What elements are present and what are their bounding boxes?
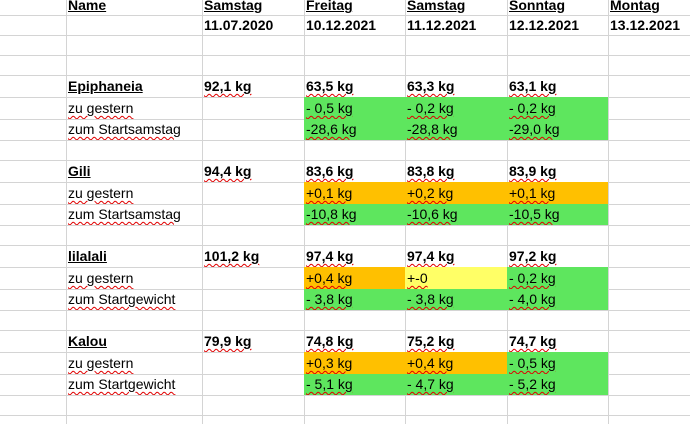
column-gridline [202, 0, 203, 424]
row-gridline [0, 35, 690, 36]
row-gridline [0, 160, 690, 161]
weight-cell[interactable]: 75,2 kg [407, 333, 455, 349]
weight-cell[interactable]: 74,8 kg [306, 333, 354, 349]
header-weekday-cell[interactable]: Sonntag [509, 0, 565, 13]
daily-change-cell[interactable]: - 0,5 kg [507, 352, 608, 374]
row-gridline [0, 415, 690, 416]
total-change-cell[interactable]: -29,0 kg [507, 119, 608, 140]
row-gridline [0, 15, 690, 16]
weight-cell[interactable]: 83,6 kg [306, 163, 354, 179]
column-gridline [66, 0, 67, 424]
daily-change-cell[interactable]: - 0,2 kg [507, 97, 608, 119]
header-weekday-cell[interactable]: Samstag [407, 0, 466, 13]
weight-cell[interactable]: 97,2 kg [509, 248, 557, 264]
weight-cell[interactable]: 63,5 kg [306, 78, 354, 94]
header-weekday-cell[interactable]: Montag [610, 0, 660, 13]
total-change-label[interactable]: zum Startgewicht [68, 376, 176, 392]
row-gridline [0, 75, 690, 76]
daily-change-label[interactable]: zu gestern [68, 185, 134, 201]
total-change-cell[interactable]: - 4,0 kg [507, 289, 608, 310]
weight-cell[interactable]: 63,3 kg [407, 78, 455, 94]
daily-change-label[interactable]: zu gestern [68, 270, 134, 286]
total-change-cell[interactable]: - 4,7 kg [405, 374, 507, 395]
daily-change-cell[interactable]: +0,3 kg [304, 352, 405, 374]
person-name-cell[interactable]: Kalou [68, 333, 107, 349]
total-change-label[interactable]: zum Startsamstag [68, 121, 181, 137]
person-name-cell[interactable]: Epiphaneia [68, 78, 143, 94]
row-gridline [0, 310, 690, 311]
total-change-label[interactable]: zum Startsamstag [68, 206, 181, 222]
daily-change-cell[interactable]: +-0 [405, 267, 507, 289]
column-gridline [608, 0, 609, 424]
header-weekday-cell[interactable]: Samstag [204, 0, 263, 13]
total-change-cell[interactable]: - 5,1 kg [304, 374, 405, 395]
weight-cell[interactable]: 83,8 kg [407, 163, 455, 179]
weight-cell[interactable]: 74,7 kg [509, 333, 557, 349]
header-date-cell[interactable]: 12.12.2021 [509, 17, 580, 33]
row-gridline [0, 140, 690, 141]
daily-change-cell[interactable]: +0,1 kg [304, 182, 405, 204]
weight-cell[interactable]: 94,4 kg [204, 163, 252, 179]
header-name-cell[interactable]: Name [68, 0, 107, 13]
total-change-cell[interactable]: -10,5 kg [507, 204, 608, 225]
header-date-cell[interactable]: 13.12.2021 [610, 17, 681, 33]
row-gridline [0, 395, 690, 396]
daily-change-cell[interactable]: - 0,2 kg [507, 267, 608, 289]
total-change-cell[interactable]: -10,8 kg [304, 204, 405, 225]
row-gridline [0, 55, 690, 56]
person-name-cell[interactable]: Gili [68, 163, 91, 179]
weight-cell[interactable]: 83,9 kg [509, 163, 557, 179]
row-gridline [0, 245, 690, 246]
total-change-label[interactable]: zum Startgewicht [68, 291, 176, 307]
daily-change-cell[interactable]: +0,4 kg [405, 352, 507, 374]
total-change-cell[interactable]: - 5,2 kg [507, 374, 608, 395]
weight-cell[interactable]: 101,2 kg [204, 248, 260, 264]
daily-change-label[interactable]: zu gestern [68, 355, 134, 371]
total-change-cell[interactable]: -28,6 kg [304, 119, 405, 140]
weight-cell[interactable]: 97,4 kg [407, 248, 455, 264]
row-gridline [0, 225, 690, 226]
total-change-cell[interactable]: - 3,8 kg [304, 289, 405, 310]
person-name-cell[interactable]: lilalali [68, 248, 107, 264]
total-change-cell[interactable]: - 3,8 kg [405, 289, 507, 310]
total-change-cell[interactable]: -28,8 kg [405, 119, 507, 140]
weight-cell[interactable]: 97,4 kg [306, 248, 354, 264]
row-gridline [0, 330, 690, 331]
weight-cell[interactable]: 63,1 kg [509, 78, 557, 94]
header-date-cell[interactable]: 11.07.2020 [204, 17, 274, 33]
daily-change-label[interactable]: zu gestern [68, 100, 134, 116]
weight-cell[interactable]: 92,1 kg [204, 78, 252, 94]
total-change-cell[interactable]: -10,6 kg [405, 204, 507, 225]
daily-change-cell[interactable]: - 0,5 kg [304, 97, 405, 119]
weight-cell[interactable]: 79,9 kg [204, 333, 252, 349]
header-date-cell[interactable]: 10.12.2021 [306, 17, 377, 33]
daily-change-cell[interactable]: +0,2 kg [405, 182, 507, 204]
header-weekday-cell[interactable]: Freitag [306, 0, 353, 13]
daily-change-cell[interactable]: +0,1 kg [507, 182, 608, 204]
daily-change-cell[interactable]: - 0,2 kg [405, 97, 507, 119]
header-date-cell[interactable]: 11.12.2021 [407, 17, 477, 33]
daily-change-cell[interactable]: +0,4 kg [304, 267, 405, 289]
